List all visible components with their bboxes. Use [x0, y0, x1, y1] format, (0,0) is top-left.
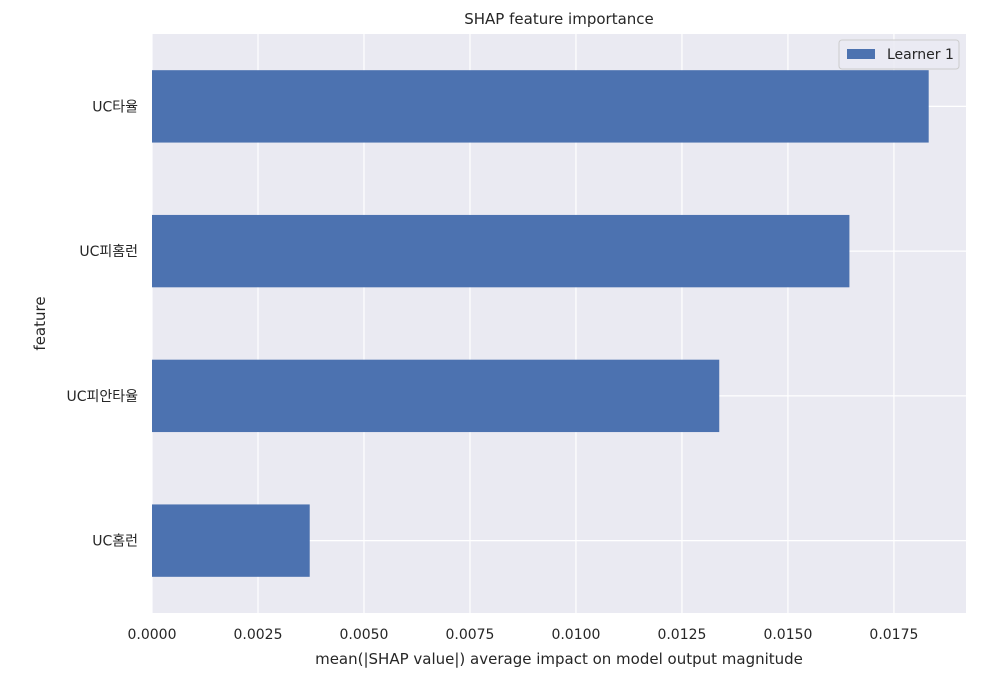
x-tick-label: 0.0050	[339, 627, 388, 643]
x-tick-label: 0.0025	[233, 627, 282, 643]
y-axis-label: feature	[31, 296, 49, 350]
x-axis-label: mean(|SHAP value|) average impact on mod…	[315, 650, 803, 668]
legend-box	[838, 39, 960, 70]
legend: Learner 1	[838, 39, 960, 70]
x-tick-label: 0.0100	[551, 627, 600, 643]
y-tick-label: UC피안타율	[66, 389, 138, 405]
y-tick-labels: UC타율 UC피홈런 UC피안타율 UC홈런	[66, 99, 138, 549]
bar	[152, 359, 720, 433]
y-tick-label: UC피홈런	[79, 244, 138, 260]
x-tick-label: 0.0125	[657, 627, 706, 643]
bar	[152, 214, 850, 288]
legend-swatch	[847, 49, 875, 59]
y-tick-label: UC타율	[92, 99, 138, 115]
x-tick-labels: 0.0000 0.0025 0.0050 0.0075 0.0100 0.0125 0.01…	[128, 627, 919, 643]
chart-title: SHAP feature importance	[464, 10, 654, 28]
x-tick-label: 0.0175	[869, 627, 918, 643]
legend-label: Learner 1	[887, 47, 954, 63]
bar	[152, 70, 929, 143]
x-tick-label: 0.0075	[445, 627, 494, 643]
x-tick-label: 0.0150	[763, 627, 812, 643]
x-tick-label: 0.0000	[128, 627, 177, 643]
bar	[152, 504, 310, 577]
y-tick-label: UC홈런	[92, 534, 138, 550]
bars	[152, 70, 929, 577]
